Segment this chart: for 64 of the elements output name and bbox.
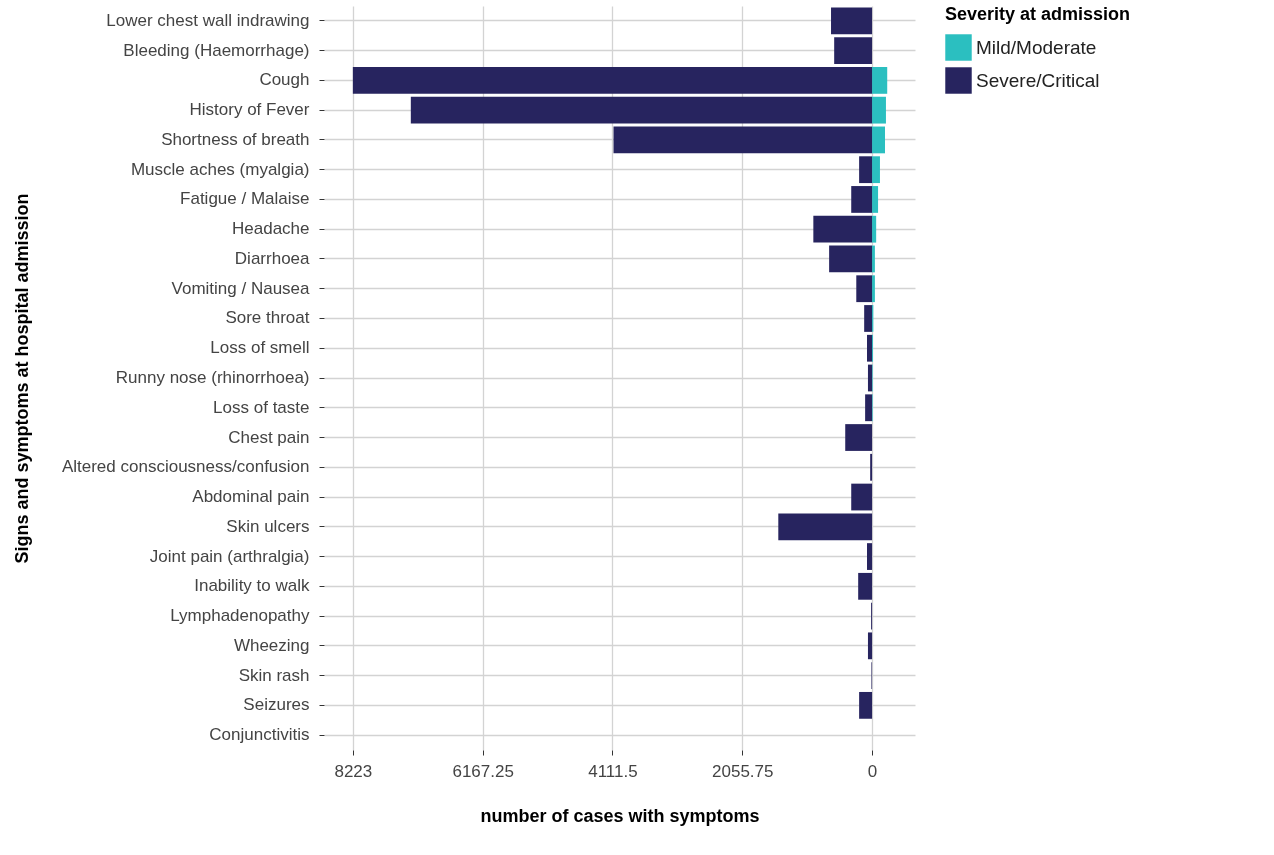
y-tick-label: Loss of smell bbox=[210, 338, 310, 358]
bar bbox=[872, 275, 875, 303]
y-tick-label: Skin rash bbox=[238, 665, 310, 685]
y-tick-label: Abdominal pain bbox=[192, 487, 310, 507]
y-tick-label: Lymphadenopathy bbox=[170, 606, 310, 626]
legend-label: Mild/Moderate bbox=[976, 36, 1097, 58]
legend-title: Severity at admission bbox=[945, 4, 1131, 24]
bar bbox=[851, 483, 873, 511]
x-axis-title: number of cases with symptoms bbox=[480, 805, 760, 826]
bar bbox=[851, 186, 873, 213]
y-tick-label: History of Fever bbox=[189, 100, 310, 120]
bar bbox=[872, 156, 880, 184]
bar bbox=[867, 543, 873, 570]
legend-label: Severe/Critical bbox=[976, 69, 1100, 91]
x-tick-label: 0 bbox=[867, 761, 878, 781]
bar bbox=[613, 126, 873, 154]
y-tick-label: Vomiting / Nausea bbox=[171, 278, 311, 298]
bar bbox=[845, 424, 873, 451]
x-tick-label: 2055.75 bbox=[712, 761, 774, 781]
bar bbox=[867, 632, 873, 660]
bar bbox=[813, 215, 873, 243]
bar bbox=[778, 513, 873, 541]
x-tick-label: 6167.25 bbox=[452, 761, 514, 781]
y-tick-label: Inability to walk bbox=[194, 576, 310, 596]
y-tick-label: Wheezing bbox=[233, 635, 310, 655]
y-tick-label: Headache bbox=[231, 219, 310, 239]
bar bbox=[859, 691, 873, 719]
y-tick-label: Skin ulcers bbox=[226, 516, 310, 536]
y-tick-label: Fatigue / Malaise bbox=[180, 189, 310, 209]
bar bbox=[829, 245, 873, 273]
bar bbox=[865, 394, 873, 422]
y-tick-label: Seizures bbox=[243, 695, 310, 715]
y-axis-title: Signs and symptoms at hospital admission bbox=[11, 193, 32, 564]
y-tick-label: Bleeding (Haemorrhage) bbox=[123, 40, 310, 60]
y-tick-label: Lower chest wall indrawing bbox=[106, 10, 310, 30]
y-tick-label: Sore throat bbox=[225, 308, 310, 328]
bar bbox=[872, 245, 875, 273]
bar bbox=[410, 96, 873, 124]
y-tick-label: Diarrhoea bbox=[234, 248, 311, 268]
y-tick-label: Loss of taste bbox=[213, 397, 310, 417]
y-tick-label: Joint pain (arthralgia) bbox=[149, 546, 310, 566]
bar bbox=[352, 67, 873, 94]
bar bbox=[867, 364, 873, 392]
x-tick-label: 8223 bbox=[334, 761, 373, 781]
bar bbox=[872, 186, 879, 213]
y-tick-label: Shortness of breath bbox=[161, 129, 310, 149]
x-tick-label: 4111.5 bbox=[588, 761, 638, 781]
y-tick-label: Conjunctivitis bbox=[209, 725, 310, 745]
y-tick-label: Chest pain bbox=[228, 427, 310, 447]
bar bbox=[872, 215, 877, 243]
y-tick-label: Altered consciousness/confusion bbox=[61, 457, 310, 477]
y-tick-label: Runny nose (rhinorrhoea) bbox=[115, 368, 310, 387]
bar bbox=[834, 37, 873, 65]
bar bbox=[872, 126, 886, 154]
bar bbox=[867, 334, 873, 362]
y-tick-label: Muscle aches (myalgia) bbox=[130, 159, 310, 179]
bar bbox=[858, 572, 873, 600]
bar bbox=[872, 96, 886, 124]
bar bbox=[859, 156, 873, 184]
bar bbox=[831, 7, 873, 35]
bar bbox=[864, 305, 873, 332]
bar bbox=[856, 275, 873, 303]
y-tick-label: Cough bbox=[259, 70, 310, 90]
bar bbox=[872, 67, 888, 94]
